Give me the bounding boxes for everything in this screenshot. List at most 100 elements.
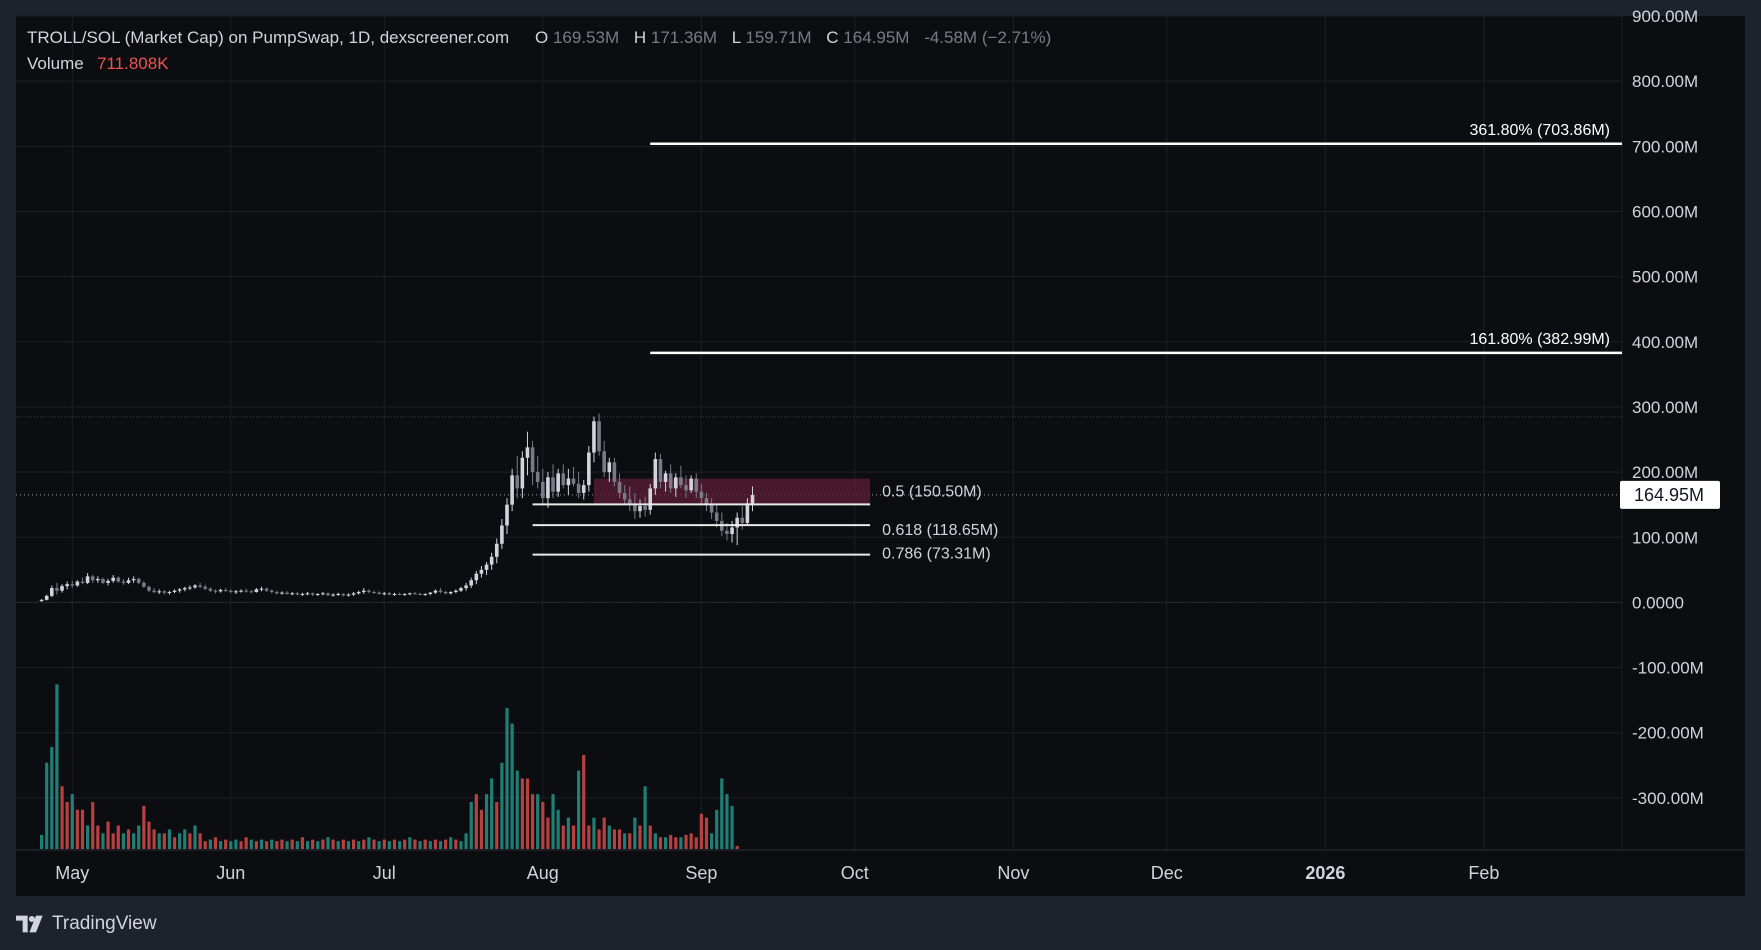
volume-bar (183, 829, 187, 849)
candle-body (556, 473, 560, 492)
candle-body (70, 584, 75, 586)
volume-bar (111, 833, 115, 849)
price-tick-label: -200.00M (1632, 724, 1704, 743)
candle-body (581, 485, 586, 493)
candle-body (448, 591, 453, 594)
time-tick-label: Jun (216, 863, 245, 883)
chart-pane[interactable] (16, 16, 1745, 896)
volume-bar (75, 809, 79, 849)
volume-bar (525, 778, 530, 849)
price-tick-label: 900.00M (1632, 7, 1698, 26)
volume-bar (500, 762, 504, 849)
volume-bar (715, 809, 719, 849)
legend-open-value: 169.53M (553, 28, 619, 47)
candle-body (259, 588, 264, 590)
fib-extension-label: 361.80% (703.86M) (1469, 122, 1610, 139)
volume-bar (582, 754, 586, 849)
legend: TROLL/SOL (Market Cap) on PumpSwap, 1D, … (27, 28, 1051, 73)
volume-bar (147, 821, 151, 849)
candle-body (361, 590, 366, 592)
candle-body (617, 481, 622, 493)
legend-low-value: 159.71M (745, 28, 811, 47)
candle-body (648, 488, 653, 510)
candle-body (622, 492, 627, 500)
volume-bar (193, 825, 197, 849)
volume-bar (152, 829, 156, 849)
candle-body (101, 578, 105, 583)
volume-bar (305, 841, 310, 849)
volume-bar (490, 778, 494, 849)
volume-bar (300, 837, 305, 849)
volume-bar (55, 684, 59, 849)
candle-body (80, 581, 85, 583)
volume-bar (178, 833, 182, 849)
legend-open-label: O (535, 28, 548, 47)
volume-bar (208, 839, 212, 849)
volume-bar (331, 839, 335, 849)
candle-body (392, 593, 397, 595)
tradingview-brand[interactable]: TradingView (16, 913, 157, 935)
volume-bar (587, 825, 591, 849)
volume-bar (571, 825, 576, 849)
candle-body (208, 588, 213, 591)
candle-body (55, 588, 59, 591)
volume-bar (50, 747, 54, 849)
candle-body (116, 577, 121, 582)
volume-bar (157, 833, 161, 849)
candle-body (684, 485, 688, 491)
volume-bar (244, 837, 248, 849)
volume-bar (541, 801, 545, 849)
volume-bar (607, 825, 611, 849)
volume-bar (239, 841, 243, 849)
candle-body (735, 517, 739, 528)
candle-body (397, 593, 402, 595)
candle-body (290, 593, 294, 595)
time-tick-label: Feb (1468, 863, 1499, 883)
volume-bar (280, 839, 284, 849)
candle-body (356, 591, 361, 594)
volume-bar (382, 839, 386, 849)
volume-bar (520, 778, 524, 849)
candle-body (428, 592, 433, 594)
candle-body (346, 594, 351, 596)
candle-body (126, 580, 131, 583)
volume-bar (469, 801, 473, 849)
price-tick-label: 300.00M (1632, 398, 1698, 417)
volume-bar (403, 839, 407, 849)
fibonacci-levels: 361.80% (703.86M) 161.80% (382.99M) 0.5 (1… (532, 122, 1622, 563)
volume-bar (295, 841, 299, 849)
volume-bar (730, 805, 734, 849)
volume-bar (326, 837, 330, 849)
volume-bar (116, 825, 120, 849)
volume-bar (377, 841, 381, 849)
time-axis[interactable]: May Jun Jul Aug Sep Oct Nov Dec 2026 Feb (55, 863, 1499, 883)
volume-bar (142, 805, 146, 849)
candle-body (142, 582, 146, 587)
price-tick-label: -100.00M (1632, 659, 1704, 678)
candle-body (443, 591, 448, 594)
volume-bar (392, 839, 397, 849)
candle-body (408, 593, 412, 595)
current-price-label: 164.95M (1634, 485, 1704, 505)
candle-body (90, 576, 95, 581)
candle-body (633, 504, 637, 512)
tradingview-logo-icon (16, 915, 43, 933)
price-axis[interactable]: 900.00M 800.00M 700.00M 600.00M 500.00M 400.0… (1620, 7, 1720, 808)
candle-body (167, 591, 172, 593)
candle-body (275, 591, 279, 594)
price-tick-label: 500.00M (1632, 268, 1698, 287)
candle-body (709, 504, 714, 513)
volume-bar (515, 770, 519, 849)
candle-body (438, 590, 443, 592)
time-tick-label: 2026 (1305, 863, 1345, 883)
price-tick-label: 600.00M (1632, 202, 1698, 221)
volume-bar (623, 833, 627, 849)
volume-bar (336, 841, 340, 849)
candle-body (699, 491, 704, 499)
price-tick-label: 0.0000 (1632, 593, 1684, 612)
candle-body (500, 525, 504, 544)
candle-body (627, 499, 632, 505)
volume-bar (106, 821, 110, 849)
candle-body (121, 581, 126, 583)
